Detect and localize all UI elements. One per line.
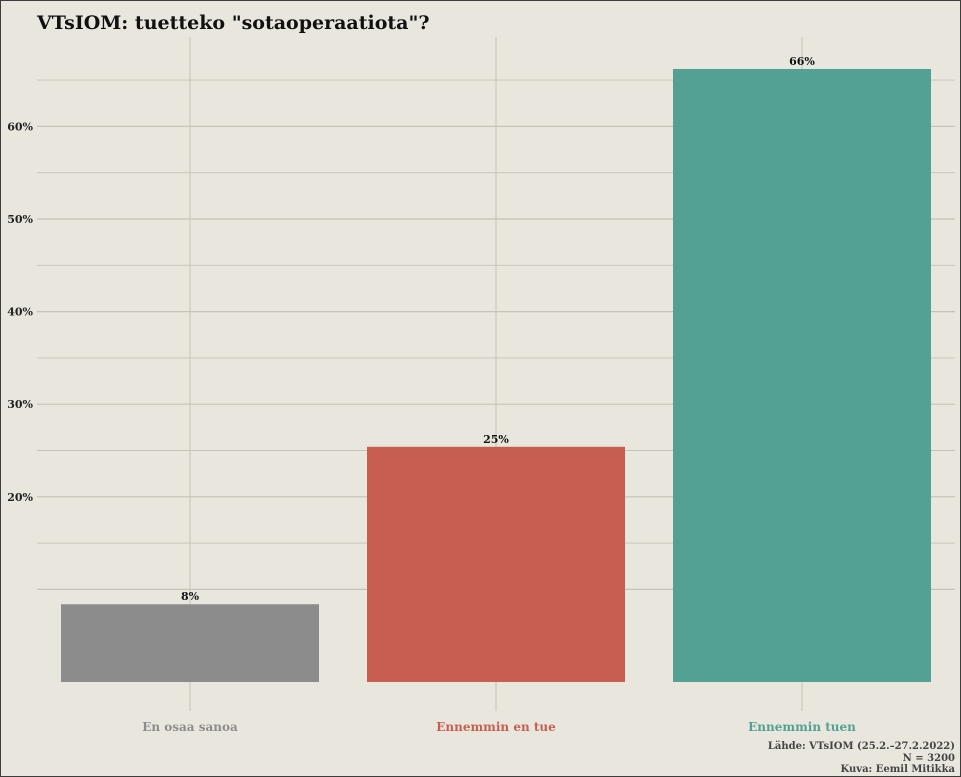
- caption-author: Kuva: Eemil Mitikka: [841, 764, 956, 775]
- caption-sample-size: N = 3200: [903, 753, 955, 764]
- x-tick-label: Ennemmin tuen: [748, 720, 856, 734]
- data-label: 8%: [181, 590, 200, 603]
- bar: [61, 604, 319, 682]
- data-label: 25%: [483, 433, 509, 446]
- bars: [61, 68, 931, 683]
- y-tick-label: 20%: [7, 491, 33, 504]
- x-axis-ticks: En osaa sanoa Ennemmin en tue Ennemmin tue…: [142, 720, 856, 734]
- bar: [673, 68, 931, 683]
- y-tick-label: 40%: [7, 306, 33, 319]
- caption-source: Lähde: VTsIOM (25.2.–27.2.2022): [768, 741, 955, 752]
- bar: [367, 446, 625, 682]
- x-tick-label: En osaa sanoa: [142, 720, 238, 734]
- chart-title: VTsIOM: tuetteko "sotaoperaatiota"?: [36, 12, 430, 34]
- data-labels: 8% 25% 66%: [181, 55, 815, 603]
- x-tick-label: Ennemmin en tue: [436, 720, 556, 734]
- y-tick-label: 30%: [7, 398, 33, 411]
- data-label: 66%: [789, 55, 815, 68]
- y-tick-label: 50%: [7, 213, 33, 226]
- y-tick-label: 60%: [7, 120, 33, 133]
- y-axis-ticks: 20% 30% 40% 50% 60%: [7, 120, 33, 503]
